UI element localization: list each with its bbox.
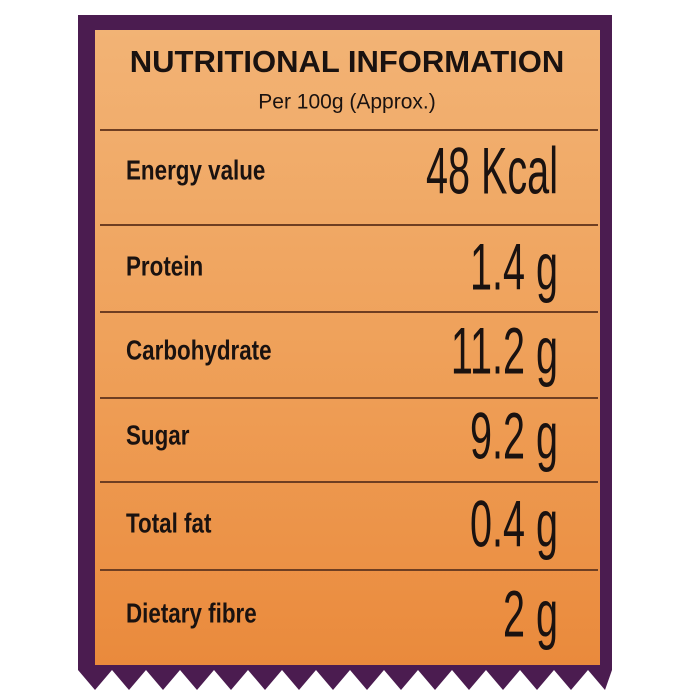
- row-label: Sugar: [126, 420, 190, 451]
- subtitle: Per 100g (Approx.): [258, 91, 435, 114]
- row-label-group: Protein: [126, 251, 203, 282]
- row-label-group: Energy value: [126, 155, 265, 186]
- row-label-group: Carbohydrate: [126, 335, 272, 366]
- row-value-group: 9.2 g: [470, 399, 558, 473]
- row-value-group: 48 Kcal: [426, 134, 558, 208]
- row-value: 0.4 g: [470, 487, 558, 561]
- row-label-group: Dietary fibre: [126, 598, 257, 629]
- row-label: Total fat: [126, 508, 212, 539]
- row-value-group: 0.4 g: [470, 487, 558, 561]
- row-value-group: 2 g: [503, 577, 558, 651]
- row-value: 48 Kcal: [426, 134, 558, 208]
- row-label: Energy value: [126, 155, 265, 186]
- row-value-group: 11.2 g: [451, 314, 558, 388]
- rows: Energy value 48 Kcal Protein 1.4 g Carbohydr…: [100, 129, 598, 651]
- row-label: Carbohydrate: [126, 335, 272, 366]
- row-value: 1.4 g: [470, 230, 558, 304]
- row-label: Dietary fibre: [126, 598, 257, 629]
- row-value: 2 g: [503, 577, 558, 651]
- row-value: 11.2 g: [451, 314, 558, 388]
- row-label-group: Sugar: [126, 420, 190, 451]
- row-label-group: Total fat: [126, 508, 212, 539]
- row-value: 9.2 g: [470, 399, 558, 473]
- row-label: Protein: [126, 251, 203, 282]
- row-value-group: 1.4 g: [470, 230, 558, 304]
- zigzag-edge: [78, 665, 612, 690]
- title: NUTRITIONAL INFORMATION: [130, 44, 565, 79]
- panel: [95, 30, 600, 665]
